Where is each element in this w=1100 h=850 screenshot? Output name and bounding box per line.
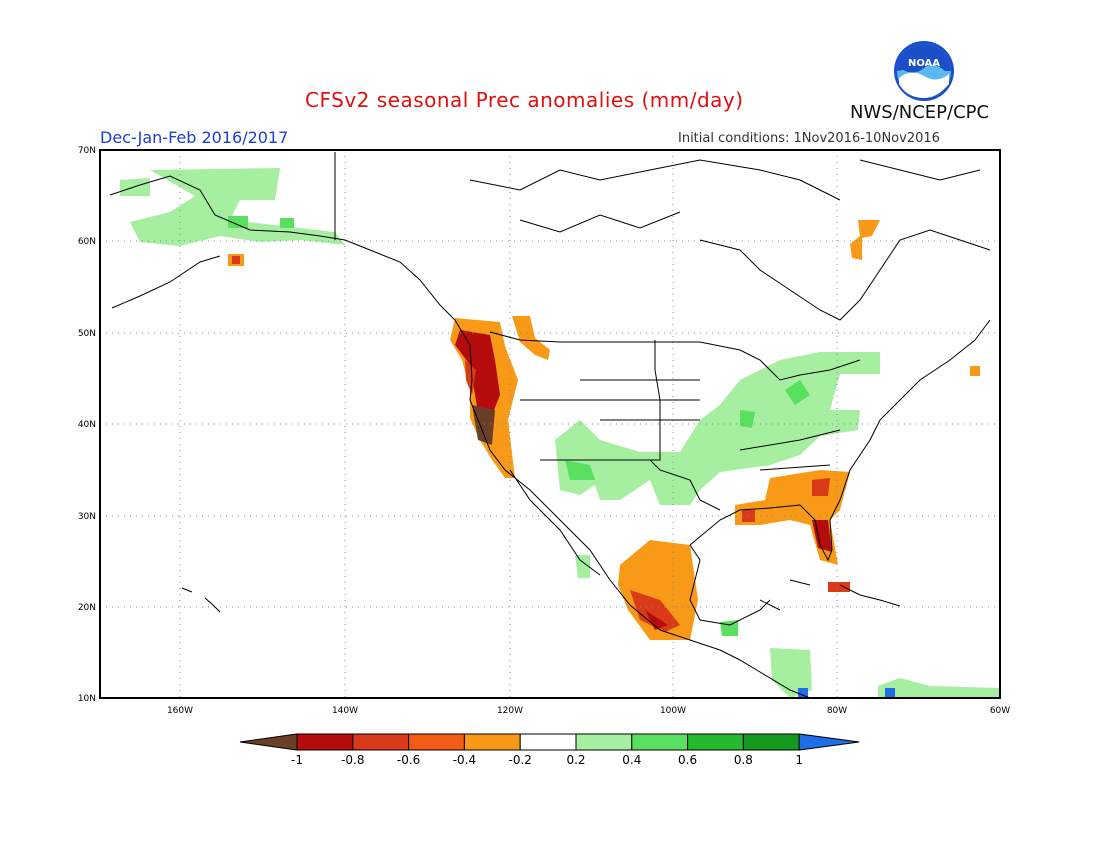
lon-label: 140W (332, 706, 358, 716)
lon-label: 80W (827, 706, 847, 716)
agency-label: NWS/NCEP/CPC (850, 102, 990, 123)
lon-labels: 160W 140W 120W 100W 80W 60W (167, 706, 1010, 716)
legend-tick-label: 0.2 (566, 753, 585, 767)
legend-tick-label: 1 (795, 753, 803, 767)
legend-arrow-high (798, 733, 860, 751)
legend-swatch (742, 733, 800, 751)
legend-tick-label: 0.8 (734, 753, 753, 767)
legend-swatch (519, 733, 577, 751)
lon-label: 120W (497, 706, 523, 716)
lat-labels: 70N 60N 50N 40N 30N 20N 10N (78, 146, 96, 704)
lat-label: 70N (78, 146, 96, 156)
legend-tick-label: 0.4 (622, 753, 641, 767)
legend-swatch (352, 733, 410, 751)
map-frame (99, 149, 1001, 699)
legend-swatch (631, 733, 689, 751)
legend-tick-label: -0.6 (397, 753, 420, 767)
legend-swatch (408, 733, 465, 751)
lon-label: 160W (167, 706, 193, 716)
initial-conditions-label: Initial conditions: 1Nov2016-10Nov2016 (678, 131, 940, 146)
legend-swatch (463, 733, 521, 751)
legend-arrow-low (239, 733, 298, 751)
graticule (100, 150, 1000, 698)
season-label: Dec-Jan-Feb 2016/2017 (100, 128, 289, 147)
lat-label: 20N (78, 603, 96, 613)
legend-swatch (687, 733, 744, 751)
noaa-logo-icon: NOAA (894, 41, 954, 101)
lat-label: 10N (78, 694, 96, 704)
lat-label: 40N (78, 420, 96, 430)
legend-tick-label: 0.6 (678, 753, 697, 767)
color-legend: -1 -0.8 -0.6 -0.4 -0.2 0.2 0.4 0.6 0.8 1 (239, 733, 860, 767)
lat-label: 30N (78, 512, 96, 522)
dry-anomaly-patches (228, 220, 980, 640)
legend-swatch (296, 733, 354, 751)
legend-tick-label: -0.4 (453, 753, 476, 767)
legend-tick-label: -0.2 (508, 753, 531, 767)
lat-label: 50N (78, 329, 96, 339)
lon-label: 60W (990, 706, 1010, 716)
lat-label: 60N (78, 237, 96, 247)
coastlines (109, 152, 991, 699)
legend-tick-label: -1 (291, 753, 303, 767)
legend-swatch (575, 733, 633, 751)
lon-label: 100W (660, 706, 686, 716)
legend-tick-label: -0.8 (341, 753, 364, 767)
logo-text: NOAA (908, 58, 940, 69)
wet-anomaly-patches (120, 168, 1000, 698)
map-title: CFSv2 seasonal Prec anomalies (mm/day) (305, 88, 744, 112)
